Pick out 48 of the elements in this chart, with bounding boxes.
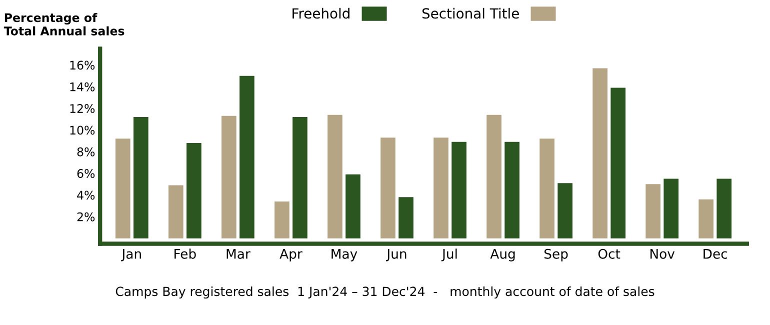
x-tick-label: Jun <box>386 249 406 262</box>
bar <box>698 199 714 238</box>
bar <box>558 183 572 238</box>
bar <box>346 174 360 238</box>
x-tick-label: Mar <box>226 249 250 259</box>
legend-label: Sectional Title <box>422 8 519 19</box>
y-tick-label: 8% <box>77 147 95 156</box>
bar <box>115 138 130 238</box>
bar <box>292 117 308 238</box>
bar <box>716 178 732 238</box>
bar <box>222 116 236 238</box>
y-axis-title: Percentage of Total Annual sales <box>4 13 124 36</box>
bar <box>398 197 414 238</box>
legend-label: Freehold <box>292 8 350 19</box>
bar <box>380 138 396 238</box>
y-tick-label: 2% <box>77 212 95 222</box>
y-tick-label: 4% <box>77 190 95 200</box>
x-tick-label: Jul <box>441 248 457 262</box>
bar <box>664 178 679 238</box>
bar <box>452 142 466 238</box>
x-tick-label: Jan <box>121 249 141 262</box>
bar <box>646 184 660 238</box>
x-tick-label: May <box>332 249 358 262</box>
bar <box>274 202 290 238</box>
y-tick-label: 12% <box>70 104 95 113</box>
x-tick-label: Oct <box>598 248 620 259</box>
bar <box>434 138 448 238</box>
x-tick-label: Sep <box>544 248 568 262</box>
x-tick-label: Apr <box>280 249 302 262</box>
bar <box>504 142 520 238</box>
x-tick-label: Nov <box>650 249 675 259</box>
bar <box>328 114 342 238</box>
x-tick-label: Feb <box>174 248 196 259</box>
bar <box>592 68 608 238</box>
y-tick-label: 10% <box>70 126 95 135</box>
x-tick-label: Aug <box>490 249 515 262</box>
bar <box>240 76 254 238</box>
bar <box>168 185 184 238</box>
text: Camps Bay registered sales 1 Jan'24 – 31 Dec'24 - monthly account of date of sales <box>116 286 654 299</box>
bar <box>186 143 202 238</box>
y-tick-label: 6% <box>77 169 95 178</box>
x-tick-label: Dec <box>704 249 728 259</box>
y-tick-label: 14% <box>70 82 95 92</box>
bar <box>134 117 148 238</box>
bar <box>486 114 502 238</box>
y-tick-label: 16% <box>70 60 95 70</box>
bar <box>610 88 626 238</box>
bar <box>540 138 554 238</box>
